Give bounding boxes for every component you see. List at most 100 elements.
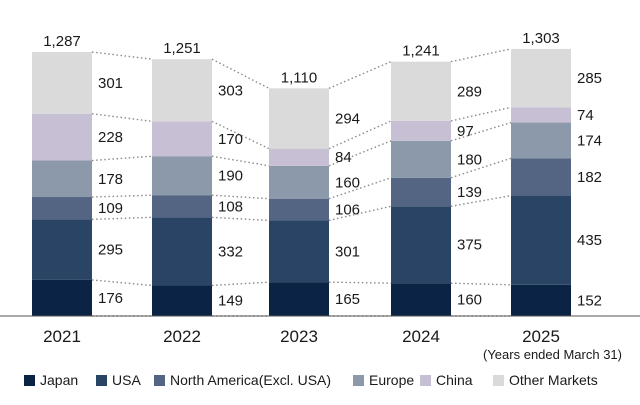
value-label: 160 bbox=[457, 292, 482, 309]
legend-label: China bbox=[436, 372, 473, 388]
bar-segment bbox=[152, 217, 212, 286]
bar-segment bbox=[391, 206, 451, 284]
total-label: 1,110 bbox=[281, 69, 317, 86]
bar-segment bbox=[152, 59, 212, 122]
bar-segment bbox=[511, 158, 571, 196]
bar-segment bbox=[391, 140, 451, 178]
connector-line bbox=[91, 279, 153, 287]
bar-segment bbox=[511, 107, 571, 123]
value-label: 160 bbox=[335, 174, 360, 191]
connector-line bbox=[91, 155, 153, 162]
bar-segment bbox=[511, 284, 571, 316]
value-label: 182 bbox=[577, 169, 602, 186]
value-label: 178 bbox=[98, 171, 123, 188]
legend-swatch bbox=[493, 375, 504, 386]
legend-label: Europe bbox=[369, 372, 414, 388]
connector-line bbox=[211, 194, 270, 200]
bar-segment bbox=[511, 48, 571, 108]
connector-line bbox=[450, 106, 512, 122]
bar-segment bbox=[269, 282, 329, 316]
connector-line bbox=[91, 216, 153, 221]
connector-line bbox=[328, 120, 392, 150]
connector-line bbox=[328, 177, 392, 200]
bar-segment bbox=[152, 121, 212, 157]
bar-segment bbox=[511, 195, 571, 285]
connector-line bbox=[450, 282, 512, 286]
value-label: 170 bbox=[218, 131, 243, 148]
total-label: 1,303 bbox=[522, 30, 560, 47]
value-label: 149 bbox=[218, 293, 243, 310]
total-label: 1,251 bbox=[163, 40, 201, 57]
connector-line bbox=[328, 60, 392, 89]
bar-segment bbox=[269, 165, 329, 199]
value-label: 301 bbox=[98, 75, 123, 92]
bar-segment bbox=[32, 52, 92, 114]
bar-segment bbox=[269, 220, 329, 283]
value-label: 285 bbox=[577, 70, 602, 87]
connector-line bbox=[450, 48, 512, 63]
value-label: 84 bbox=[335, 149, 352, 166]
value-label: 152 bbox=[577, 292, 602, 309]
value-label: 332 bbox=[218, 243, 243, 260]
connector-line bbox=[211, 216, 270, 222]
value-label: 165 bbox=[335, 291, 360, 308]
connector-line bbox=[328, 281, 392, 284]
connector-line bbox=[211, 58, 270, 89]
value-label: 176 bbox=[98, 290, 123, 307]
value-label: 109 bbox=[98, 200, 123, 217]
bar-segment bbox=[391, 61, 451, 121]
x-tick-label: 2025 bbox=[522, 327, 560, 346]
value-label: 139 bbox=[457, 184, 482, 201]
bar-segment bbox=[391, 177, 451, 207]
x-tick-label: 2022 bbox=[163, 327, 201, 346]
total-label: 1,287 bbox=[43, 33, 81, 50]
value-label: 303 bbox=[218, 82, 243, 99]
bar-segment bbox=[511, 122, 571, 159]
bar-segment bbox=[152, 195, 212, 218]
connector-line bbox=[211, 281, 270, 287]
bar-segment bbox=[152, 156, 212, 196]
connector-line bbox=[91, 51, 153, 60]
value-label: 97 bbox=[457, 123, 474, 140]
legend-swatch bbox=[24, 375, 35, 386]
value-label: 289 bbox=[457, 83, 482, 100]
bar-segment bbox=[391, 120, 451, 141]
bar-segment bbox=[32, 113, 92, 161]
connector-line bbox=[91, 113, 153, 123]
x-tick-label: 2024 bbox=[402, 327, 440, 346]
value-label: 108 bbox=[218, 198, 243, 215]
value-label: 74 bbox=[577, 107, 594, 124]
connector-line bbox=[328, 140, 392, 167]
value-label: 435 bbox=[577, 232, 602, 249]
connector-line bbox=[91, 194, 153, 198]
bar-segment bbox=[32, 219, 92, 280]
legend-label: USA bbox=[112, 372, 141, 388]
legend-swatch bbox=[154, 375, 165, 386]
value-label: 174 bbox=[577, 132, 602, 149]
x-axis-note: (Years ended March 31) bbox=[483, 347, 622, 362]
legend-swatch bbox=[353, 375, 364, 386]
value-label: 301 bbox=[335, 243, 360, 260]
legend-swatch bbox=[420, 375, 431, 386]
legend-label: Japan bbox=[40, 372, 78, 388]
bar-segment bbox=[152, 285, 212, 316]
value-label: 180 bbox=[457, 151, 482, 168]
value-label: 228 bbox=[98, 129, 123, 146]
bar-segment bbox=[269, 148, 329, 166]
bar-segment bbox=[391, 283, 451, 316]
x-tick-label: 2021 bbox=[43, 327, 81, 346]
value-label: 295 bbox=[98, 242, 123, 259]
value-label: 375 bbox=[457, 237, 482, 254]
bar-segment bbox=[269, 198, 329, 221]
value-label: 106 bbox=[335, 202, 360, 219]
legend-label: North America(Excl. USA) bbox=[170, 372, 331, 388]
bar-segment bbox=[269, 88, 329, 149]
connector-line bbox=[211, 155, 270, 167]
bar-segment bbox=[32, 160, 92, 198]
total-label: 1,241 bbox=[402, 43, 440, 60]
x-tick-label: 2023 bbox=[280, 327, 318, 346]
bar-segment bbox=[32, 279, 92, 316]
legend-label: Other Markets bbox=[509, 372, 598, 388]
